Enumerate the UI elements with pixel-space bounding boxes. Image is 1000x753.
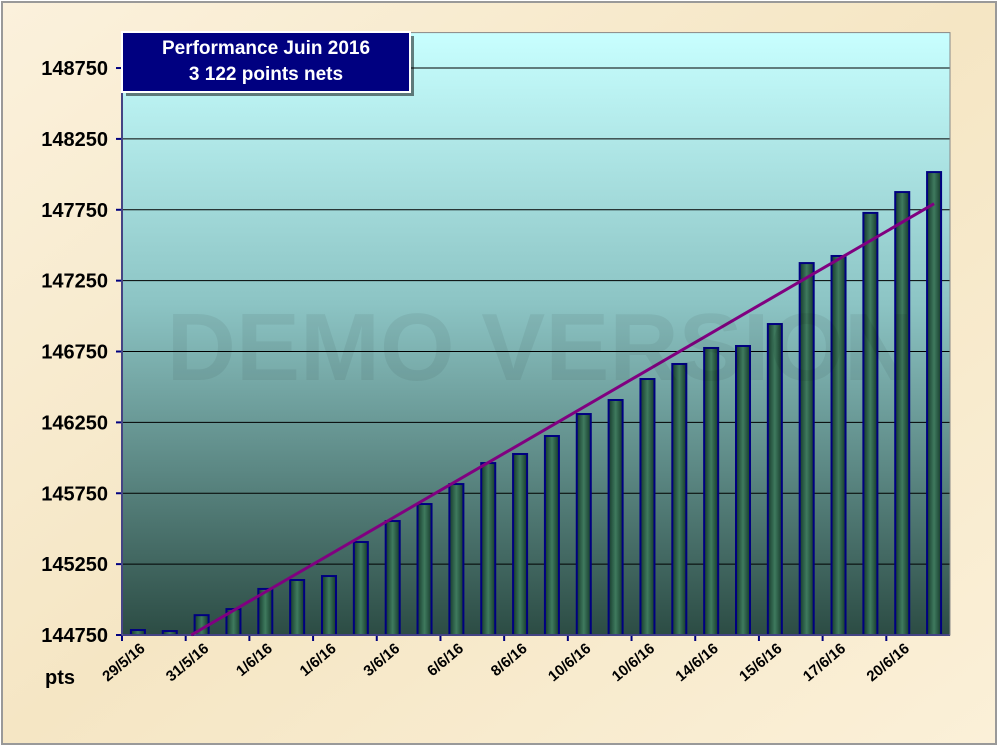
bar [289,579,306,636]
plot-border [121,32,951,636]
y-tick-label: 147750 [41,200,108,222]
bar [543,434,560,636]
y-tick-label: 144750 [41,625,108,647]
y-tick-label: 146250 [41,412,108,434]
chart-subtitle: 3 122 points nets [189,64,343,85]
trend-line [190,202,935,637]
bar [926,171,943,637]
bar [607,398,624,636]
y-tick-label: 148750 [41,58,108,80]
bar [416,503,433,636]
bar [671,362,688,636]
bar [480,462,497,637]
chart-title: Performance Juin 2016 [162,38,370,59]
title-box [121,31,411,93]
bar [352,541,369,636]
y-tick-label: 146750 [41,342,108,364]
bar [894,191,911,636]
y-tick-label: 145250 [41,554,108,576]
y-tick-label: 147250 [41,271,108,293]
bar [575,413,592,636]
y-tick-label: 148250 [41,129,108,151]
y-tick-label: 145750 [41,483,108,505]
y-axis-label: pts [45,667,75,689]
bar [448,483,465,636]
bar [512,452,529,636]
bar [639,378,656,636]
bar [862,211,879,636]
bar [384,520,401,637]
watermark: DEMO VERSION [167,294,914,401]
bar [320,575,338,636]
